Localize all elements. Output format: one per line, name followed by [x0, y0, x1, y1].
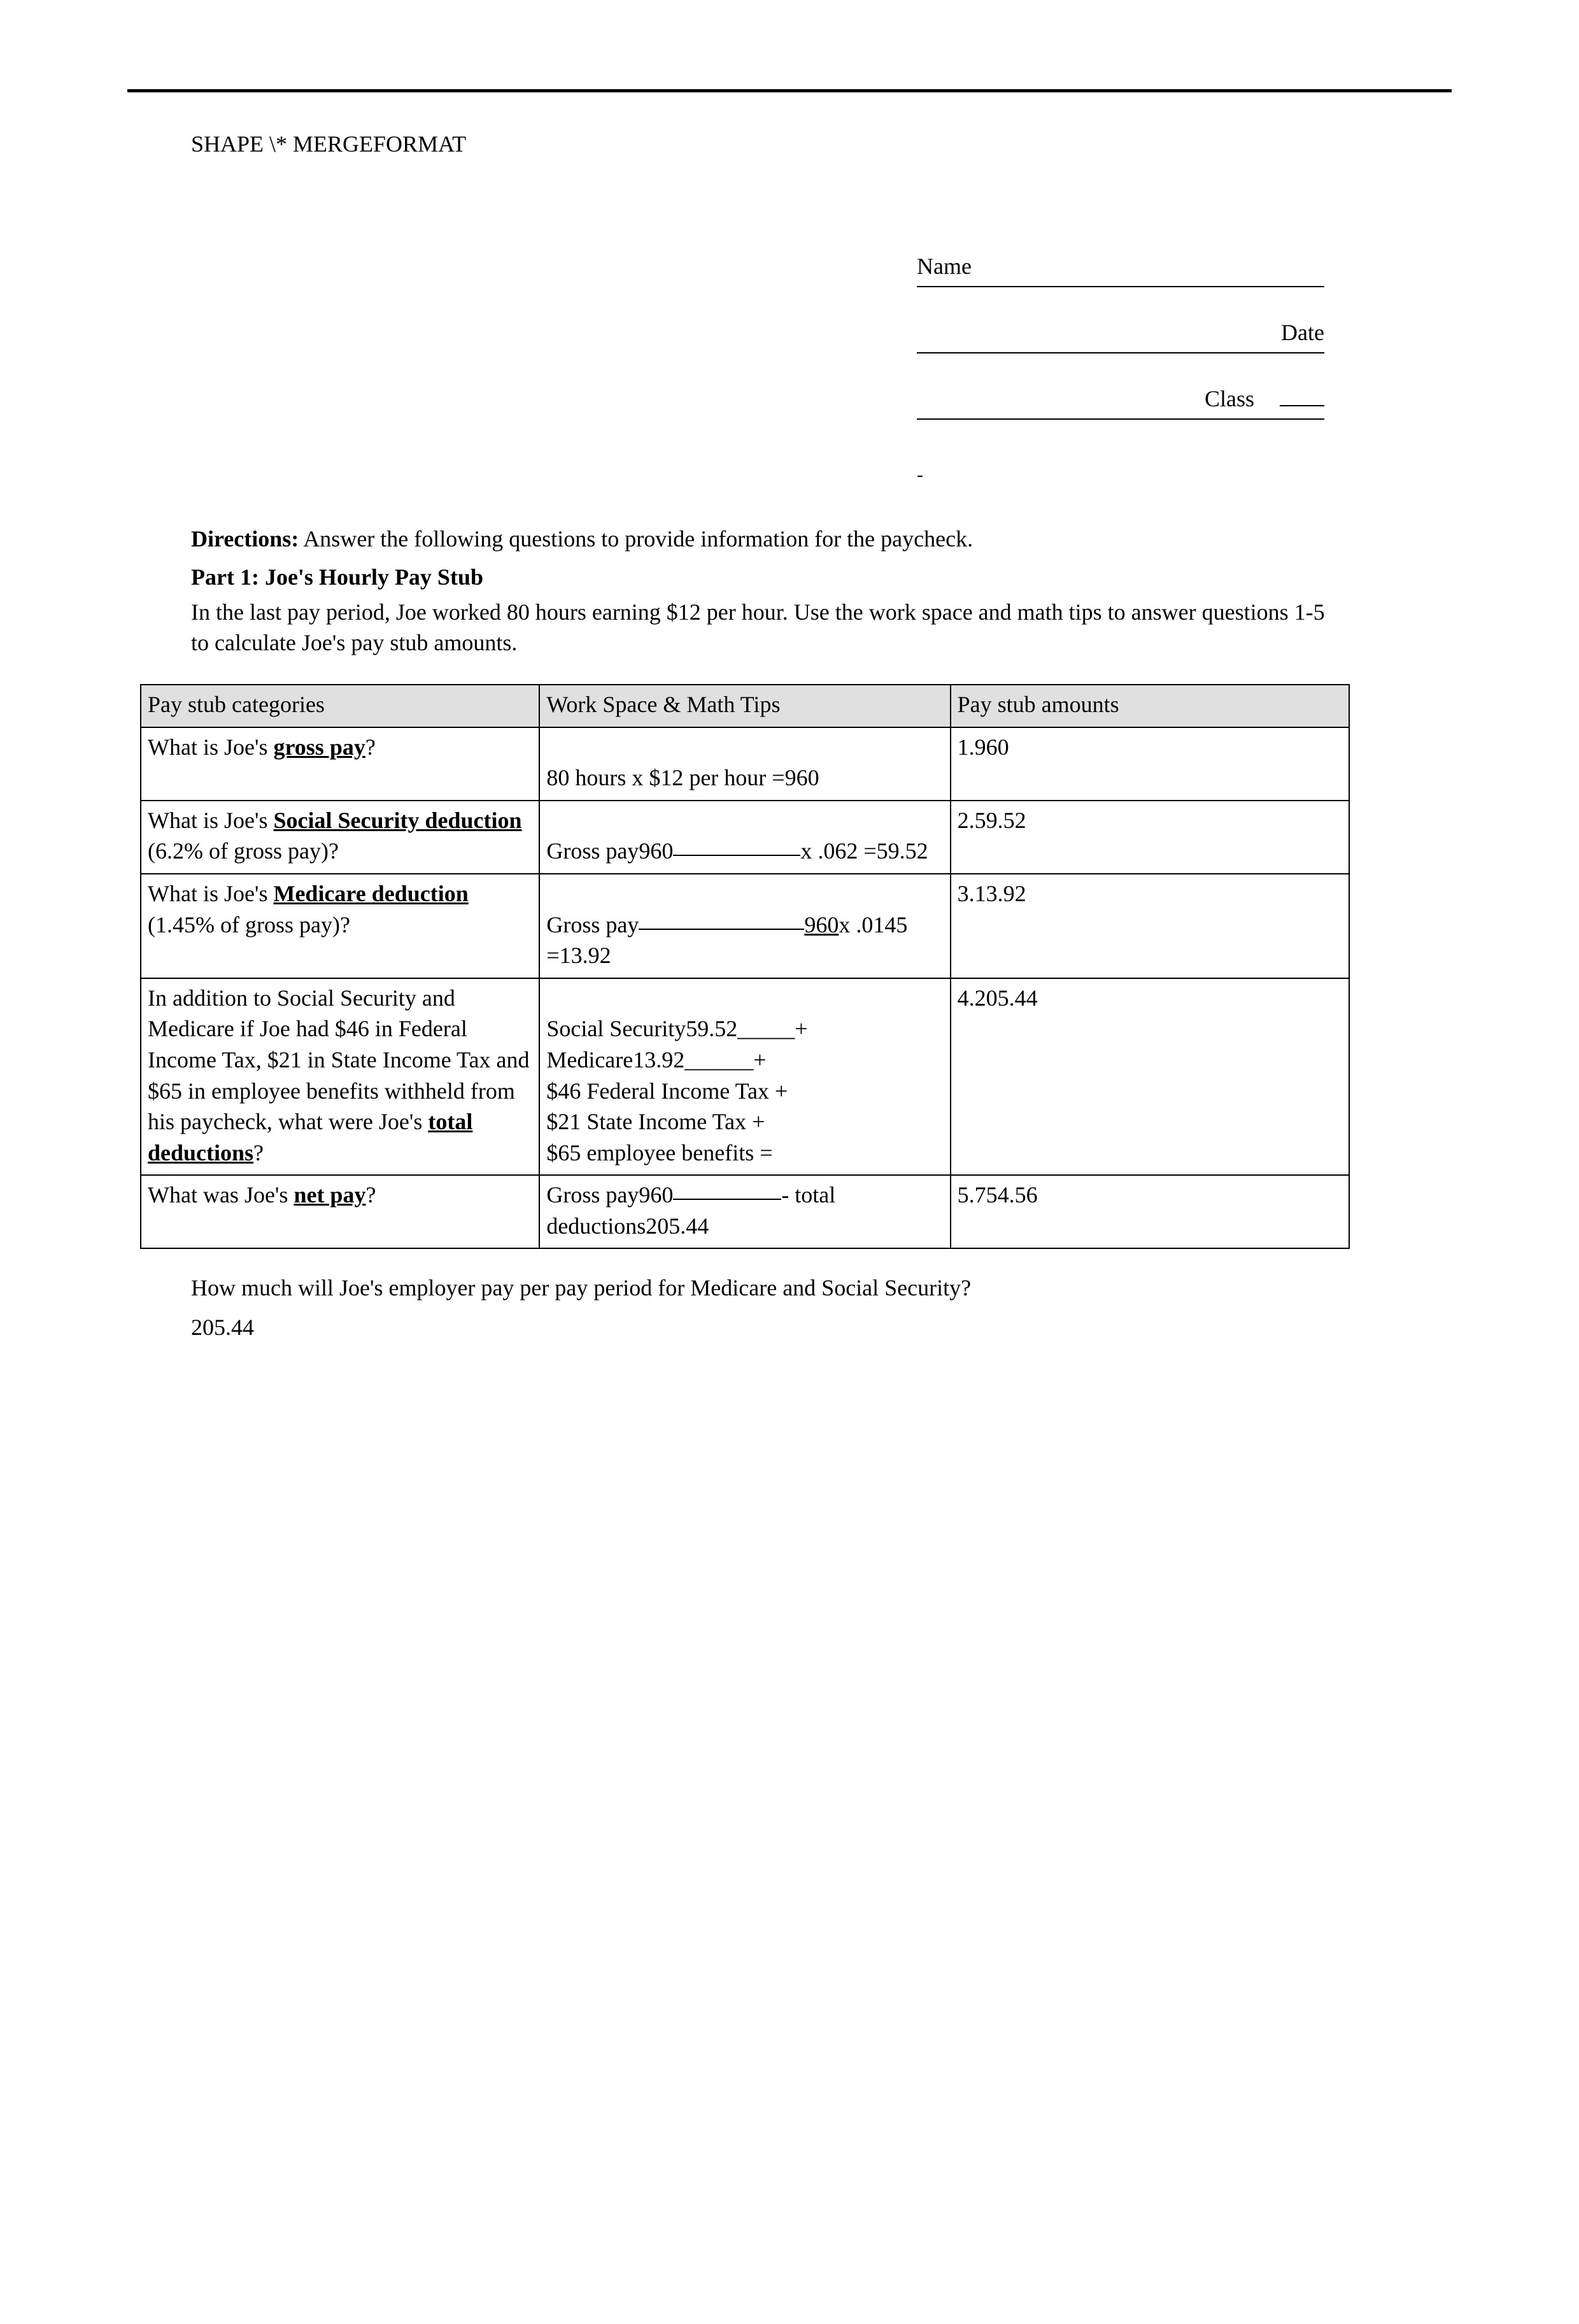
cell-amount: 2.59.52 [951, 801, 1349, 874]
page-top-rule [127, 89, 1452, 92]
work-line: Social Security59.52_____+ [546, 1013, 943, 1044]
q-text: What is Joe's [148, 808, 273, 833]
work-line-b: x .062 =59.52 [800, 838, 928, 864]
cell-work: Gross pay960- total deductions205.44 [539, 1175, 950, 1248]
name-underline [917, 286, 1324, 287]
table-row: What was Joe's net pay? Gross pay960- to… [141, 1175, 1349, 1248]
work-line: Gross pay960 [546, 838, 673, 864]
header-workspace: Work Space & Math Tips [539, 685, 950, 727]
q-suffix: ? [365, 1182, 376, 1208]
q-bold: Medicare deduction [273, 881, 468, 906]
class-label: Class [1205, 385, 1254, 412]
cell-question: What is Joe's gross pay? [141, 727, 539, 801]
q-bold: Social Security deduction [273, 808, 521, 833]
stray-dash: - [917, 464, 1439, 486]
mergeformat-code: SHAPE \* MERGEFORMAT [191, 131, 1439, 157]
cell-question: What was Joe's net pay? [141, 1175, 539, 1248]
work-line: $65 employee benefits = [546, 1137, 943, 1169]
student-info-block: Name Date Class [917, 253, 1324, 420]
q-text: What is Joe's [148, 881, 273, 906]
class-underline [917, 418, 1324, 420]
cell-amount: 3.13.92 [951, 874, 1349, 978]
date-label: Date [1281, 319, 1324, 346]
table-row: In addition to Social Security and Medic… [141, 978, 1349, 1176]
cell-question: In addition to Social Security and Medic… [141, 978, 539, 1176]
q-bold: net pay [294, 1182, 365, 1208]
table-row: What is Joe's Social Security deduction … [141, 801, 1349, 874]
q-suffix: ? [253, 1140, 264, 1166]
cell-amount: 1.960 [951, 727, 1349, 801]
header-categories: Pay stub categories [141, 685, 539, 727]
blank-line [639, 929, 804, 930]
part1-title: Part 1: Joe's Hourly Pay Stub [191, 564, 1439, 590]
work-line: Gross pay960 [546, 1182, 673, 1208]
directions-line: Directions: Answer the following questio… [191, 524, 1343, 554]
table-row: What is Joe's Medicare deduction (1.45% … [141, 874, 1349, 978]
work-line: $21 State Income Tax + [546, 1106, 943, 1137]
q-text: What is Joe's [148, 734, 273, 760]
table-header-row: Pay stub categories Work Space & Math Ti… [141, 685, 1349, 727]
followup-answer: 205.44 [191, 1314, 1439, 1341]
q-suffix2: (1.45% of gross pay)? [148, 912, 350, 937]
cell-question: What is Joe's Social Security deduction … [141, 801, 539, 874]
table-row: What is Joe's gross pay? 80 hours x $12 … [141, 727, 1349, 801]
name-label: Name [917, 253, 972, 280]
cell-work: 80 hours x $12 per hour =960 [539, 727, 950, 801]
cell-work: Social Security59.52_____+ Medicare13.92… [539, 978, 950, 1176]
work-mid: 960 [804, 912, 839, 937]
cell-question: What is Joe's Medicare deduction (1.45% … [141, 874, 539, 978]
cell-work: Gross pay960x .0145 =13.92 [539, 874, 950, 978]
work-line: Gross pay [546, 912, 639, 937]
class-short-line [1280, 405, 1324, 406]
cell-amount: 4.205.44 [951, 978, 1349, 1176]
q-bold: gross pay [273, 734, 365, 760]
header-amounts: Pay stub amounts [951, 685, 1349, 727]
directions-label: Directions: [191, 526, 299, 552]
q-text: What was Joe's [148, 1182, 294, 1208]
work-line: 80 hours x $12 per hour =960 [546, 765, 819, 790]
q-suffix: (6.2% of gross pay)? [148, 838, 339, 864]
followup-question: How much will Joe's employer pay per pay… [191, 1274, 1343, 1301]
cell-work: Gross pay960 x .062 =59.52 [539, 801, 950, 874]
directions-text: Answer the following questions to provid… [299, 526, 973, 552]
cell-amount: 5.754.56 [951, 1175, 1349, 1248]
date-underline [917, 352, 1324, 353]
work-line: $46 Federal Income Tax + [546, 1076, 943, 1107]
work-line: Medicare13.92______+ [546, 1044, 943, 1076]
blank-line [673, 855, 800, 856]
part1-intro: In the last pay period, Joe worked 80 ho… [191, 597, 1343, 659]
blank-line [673, 1199, 781, 1200]
q-suffix: ? [365, 734, 376, 760]
paystub-table: Pay stub categories Work Space & Math Ti… [140, 684, 1350, 1250]
